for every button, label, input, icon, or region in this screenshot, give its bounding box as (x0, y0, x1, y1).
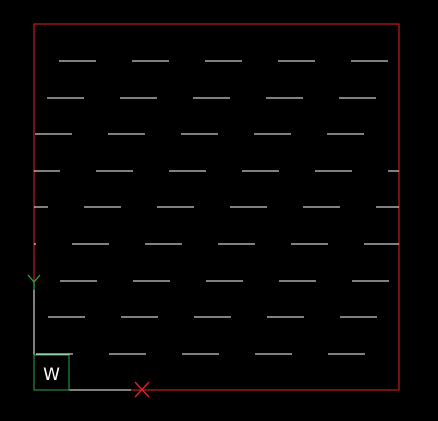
ucs-world-label: W (43, 365, 60, 385)
ucs-y-axis-label (27, 274, 41, 290)
ucs-world-box (33, 354, 70, 391)
ucs-icon: W (27, 274, 150, 398)
hatch-pattern[interactable] (34, 60, 399, 355)
ucs-x-axis-label (134, 381, 150, 398)
